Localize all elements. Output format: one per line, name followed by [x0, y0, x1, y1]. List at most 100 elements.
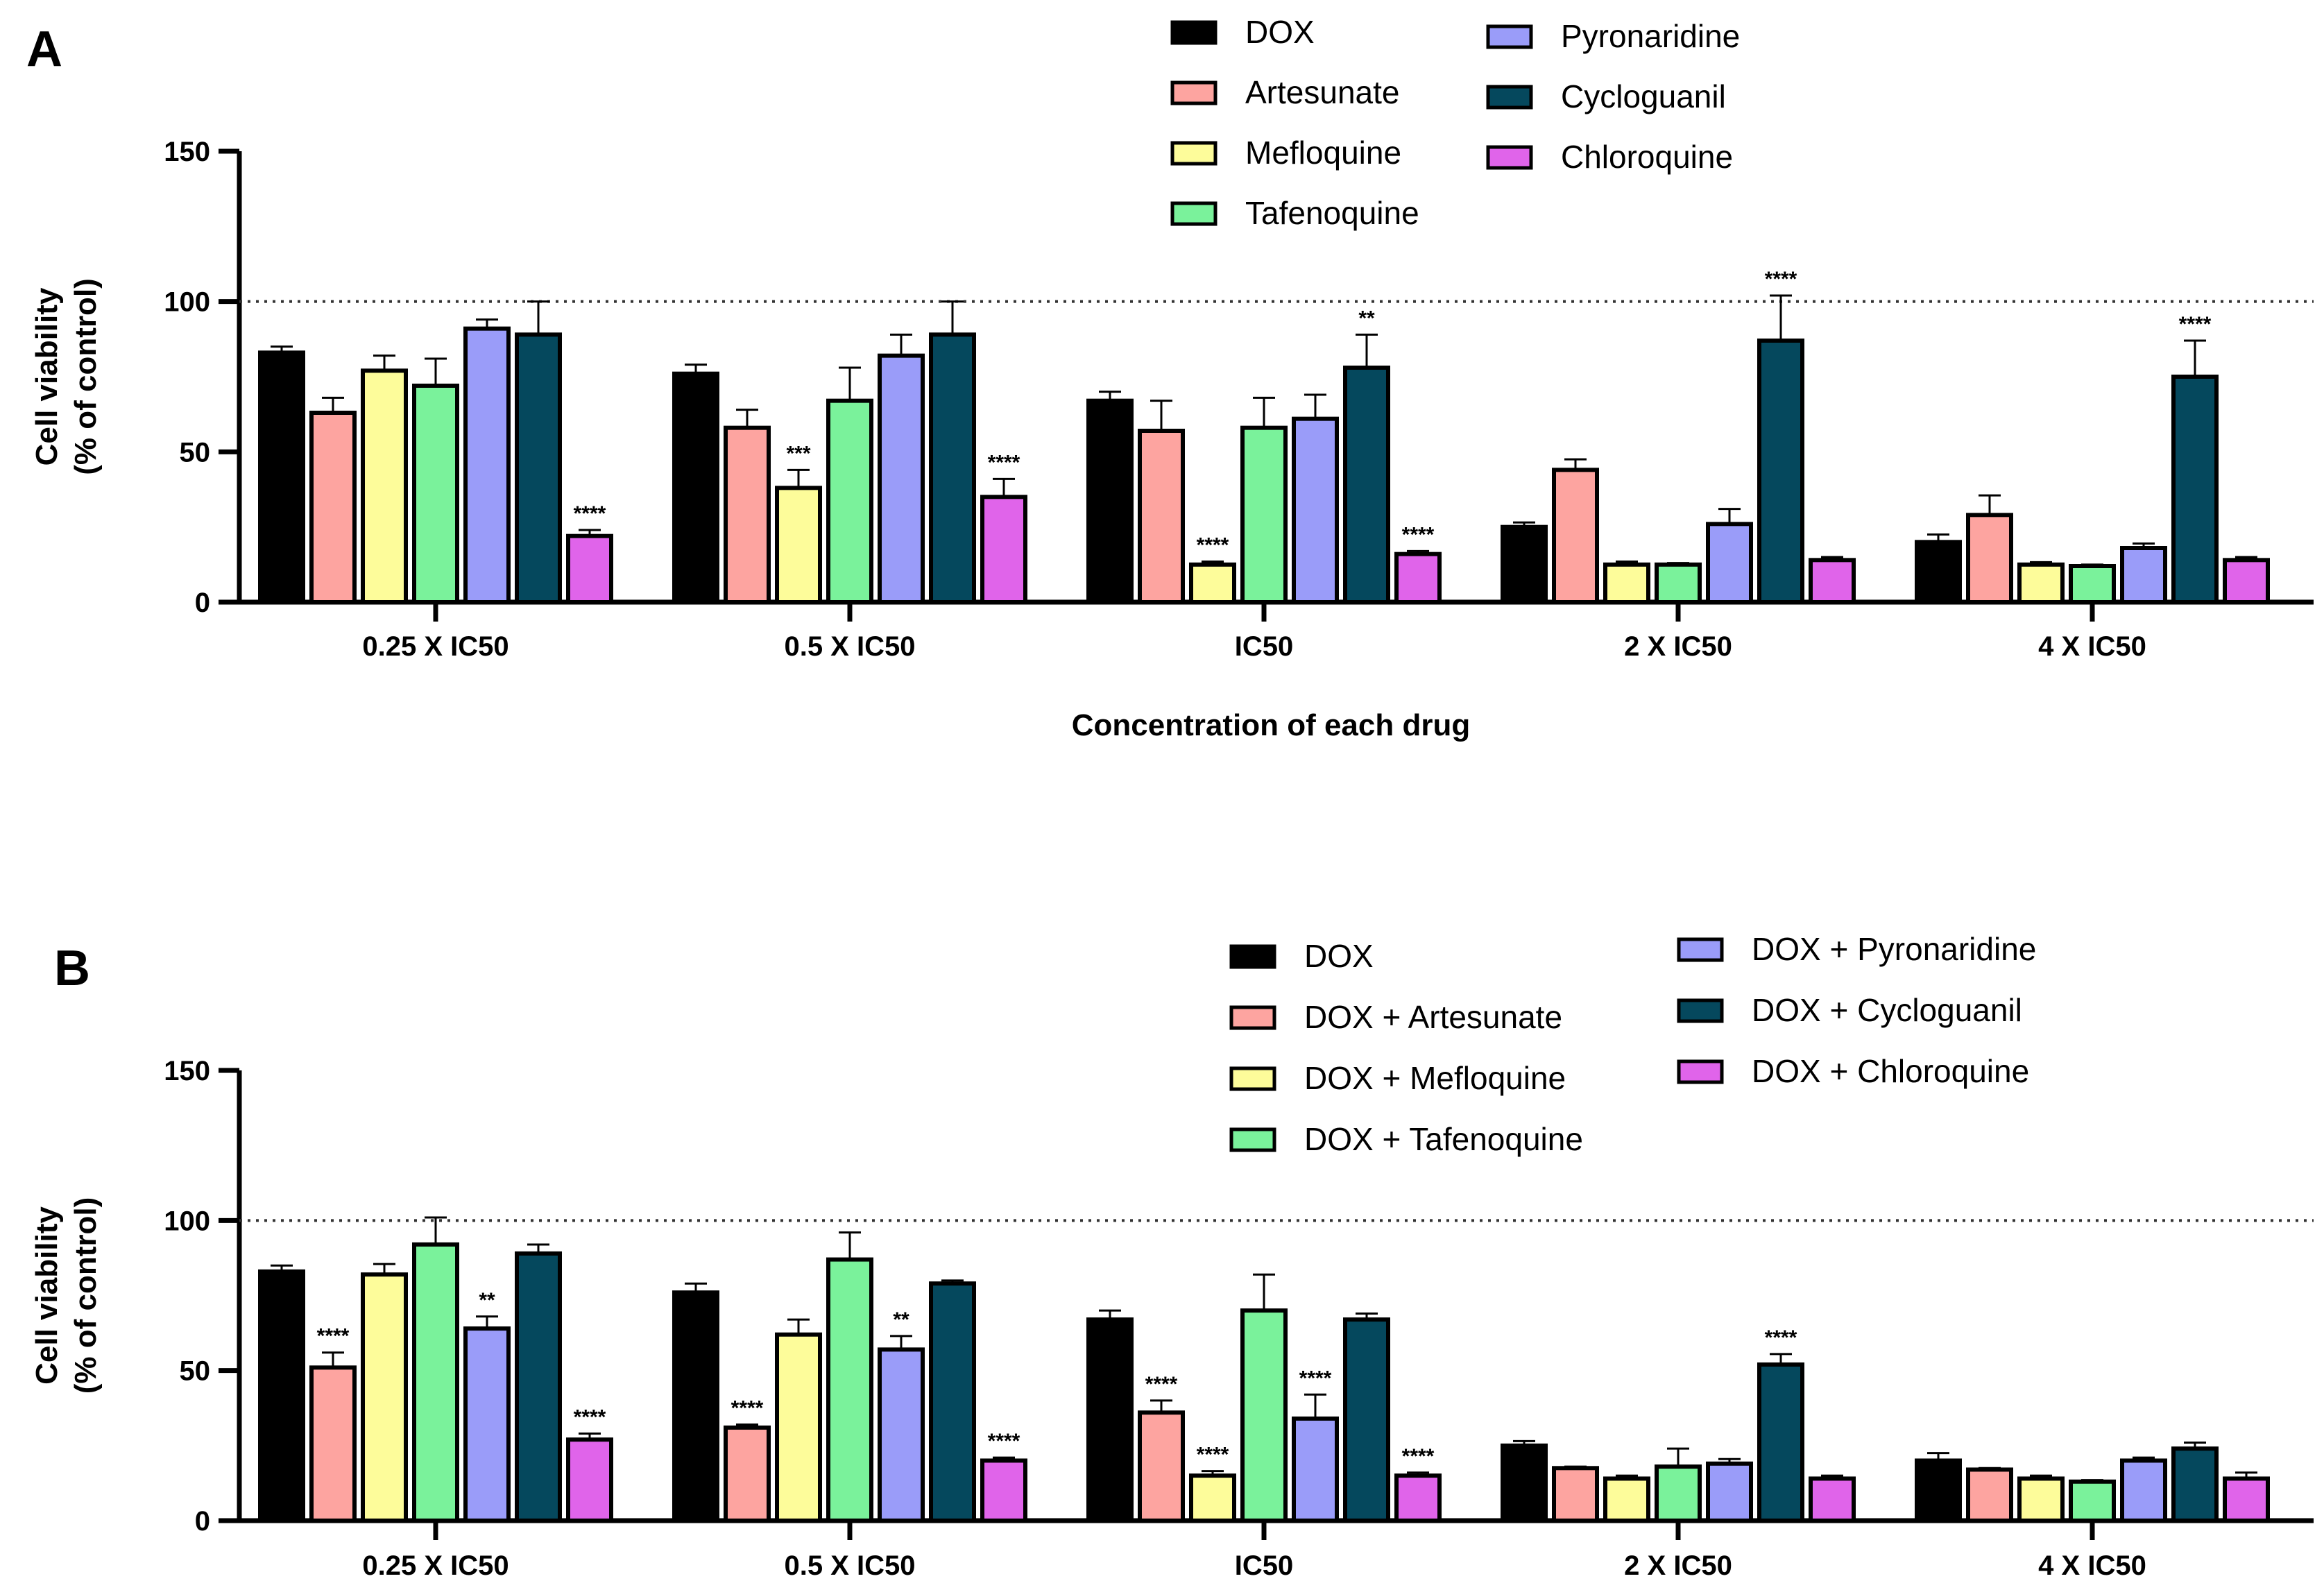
bar	[1240, 1308, 1288, 1523]
legend-swatch	[1677, 1059, 1724, 1084]
y-tick-label: 150	[164, 1056, 210, 1086]
legend-swatch	[1229, 1127, 1276, 1152]
legend-swatch	[1677, 998, 1724, 1023]
x-tick-label: 0.5 X IC50	[784, 631, 915, 662]
bar	[1809, 558, 1856, 604]
legend-swatch	[1170, 141, 1217, 166]
bar	[2069, 1479, 2116, 1523]
significance-label: ****	[1765, 1326, 1797, 1349]
panel-b: B Cell viability (% of control) 0 50 100 150 **…	[30, 931, 2314, 1581]
bar	[2171, 1446, 2219, 1523]
legend-swatch	[1229, 1066, 1276, 1091]
bar	[361, 1272, 408, 1523]
significance-label: ***	[786, 442, 810, 465]
legend-swatch	[1486, 24, 1533, 49]
bar	[1915, 1458, 1962, 1523]
legend-label: Chloroquine	[1561, 139, 1733, 175]
bar	[2223, 558, 2270, 604]
legend-label: Pyronaridine	[1561, 18, 1740, 54]
y-axis-title: Cell viability	[30, 1206, 64, 1385]
legend-swatch	[1486, 145, 1533, 170]
legend-swatch	[1229, 1005, 1276, 1030]
bar	[361, 368, 408, 604]
y-tick-label: 0	[195, 588, 210, 618]
bar	[1394, 552, 1442, 605]
significance-label: ****	[2179, 313, 2212, 336]
bar	[1343, 366, 1390, 604]
bar	[463, 1326, 511, 1523]
legend-label: DOX + Chloroquine	[1752, 1053, 2029, 1089]
significance-label: ****	[574, 1406, 606, 1429]
bar	[1966, 1467, 2013, 1523]
significance-label: ****	[1402, 523, 1435, 546]
legend-label: DOX	[1304, 938, 1374, 974]
panel-letter: B	[54, 941, 90, 996]
panel-letter: A	[26, 22, 62, 77]
y-axis-title: (% of control)	[69, 1197, 103, 1394]
bar	[566, 1437, 613, 1523]
bar	[929, 332, 976, 604]
bar	[2017, 1476, 2065, 1523]
significance-label: **	[893, 1308, 909, 1331]
x-tick-label: 2 X IC50	[1624, 1550, 1732, 1581]
significance-label: ****	[988, 1430, 1020, 1453]
bar	[1501, 1443, 1548, 1523]
y-tick-label: 100	[164, 287, 210, 318]
x-tick-label: IC50	[1235, 631, 1294, 662]
legend-label: DOX + Mefloquine	[1304, 1060, 1566, 1096]
significance-label: ****	[988, 451, 1020, 474]
bar	[2120, 546, 2167, 604]
bar	[826, 398, 873, 605]
legend-label: Cycloguanil	[1561, 78, 1726, 114]
bar	[566, 533, 613, 605]
bar	[1394, 1473, 1442, 1523]
x-tick-label: 4 X IC50	[2038, 631, 2146, 662]
bar	[878, 353, 925, 605]
bar	[258, 1269, 305, 1523]
bar	[1603, 562, 1650, 604]
bar	[775, 1332, 822, 1523]
bar	[1086, 1317, 1134, 1523]
y-tick-label: 150	[164, 137, 210, 167]
bar	[309, 411, 357, 604]
bar	[2017, 562, 2065, 604]
significance-label: ****	[574, 502, 606, 525]
legend-swatch	[1170, 201, 1217, 226]
significance-label: ****	[1765, 268, 1797, 291]
x-tick-label: 0.25 X IC50	[362, 631, 509, 662]
significance-label: ****	[1145, 1373, 1178, 1396]
bar	[1655, 562, 1702, 604]
bar	[1138, 1410, 1185, 1523]
bar	[878, 1347, 925, 1523]
y-axis-title: Cell viability	[30, 287, 64, 465]
y-tick-label: 0	[195, 1506, 210, 1537]
legend-label: Mefloquine	[1245, 135, 1401, 171]
bar	[463, 326, 511, 604]
bar	[1603, 1476, 1650, 1523]
x-axis-title: Concentration of each drug	[1072, 708, 1470, 742]
x-tick-label: 4 X IC50	[2038, 1550, 2146, 1581]
bar	[1655, 1464, 1702, 1523]
significance-label: ****	[731, 1397, 764, 1420]
legend-label: DOX + Cycloguanil	[1752, 992, 2022, 1028]
panel-a: A Cell viability (% of control) 0 50 100 150 **…	[26, 14, 2314, 742]
bar	[775, 486, 822, 604]
significance-label: ****	[1299, 1367, 1332, 1390]
bar	[258, 350, 305, 604]
x-tick-label: IC50	[1235, 1550, 1294, 1581]
bar	[1292, 1416, 1339, 1523]
legend-label: Artesunate	[1245, 74, 1399, 110]
x-tick-label: 0.25 X IC50	[362, 1550, 509, 1581]
legend-label: DOX + Artesunate	[1304, 999, 1562, 1035]
bar	[1757, 339, 1804, 604]
bar	[1343, 1317, 1390, 1523]
bar	[412, 1242, 459, 1523]
legend-label: DOX + Pyronaridine	[1752, 931, 2036, 967]
bar	[1189, 562, 1236, 604]
bar	[2223, 1476, 2270, 1523]
bar	[2120, 1458, 2167, 1523]
bar	[672, 371, 719, 605]
bar	[980, 1458, 1027, 1523]
y-tick-label: 100	[164, 1206, 210, 1236]
